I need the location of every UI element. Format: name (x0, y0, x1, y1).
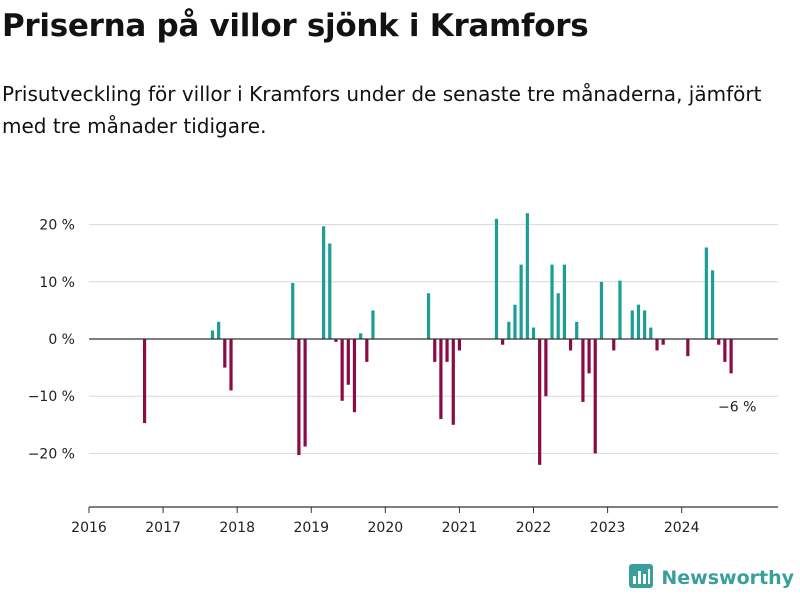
bar (494, 218, 499, 339)
bar (365, 339, 369, 362)
bar (550, 264, 554, 339)
bar (291, 282, 295, 339)
bar (297, 339, 301, 456)
bar (501, 339, 505, 345)
bar (636, 304, 641, 339)
bar (352, 339, 357, 413)
bar-series (142, 213, 733, 465)
bar (643, 310, 647, 339)
bar (649, 327, 653, 339)
x-tick-label: 2018 (219, 520, 255, 536)
bar (612, 339, 616, 351)
bar (426, 293, 431, 339)
bar (599, 281, 604, 339)
bar (328, 243, 332, 339)
bar (655, 339, 659, 351)
bar (723, 339, 727, 362)
bar (710, 270, 715, 339)
bar (229, 339, 233, 391)
bar (618, 280, 622, 339)
brand-label: Newsworthy (661, 567, 794, 589)
chart-title: Priserna på villor sjönk i Kramfors (2, 8, 589, 44)
bar (717, 339, 721, 345)
axes (88, 338, 778, 513)
last-value-annotation: −6 % (718, 399, 756, 415)
bar (433, 339, 437, 362)
bar (303, 339, 307, 447)
bar (729, 339, 733, 374)
bar-chart: −20 % −10 % 0 % 10 % 20 % 2016 2017 2018 2019 202… (28, 213, 778, 536)
bar (575, 321, 579, 339)
x-tick-label: 2016 (71, 520, 107, 536)
bar (217, 321, 221, 339)
bar (359, 333, 363, 339)
bar (531, 327, 536, 339)
bar (519, 264, 523, 339)
y-tick-label: 0 % (48, 332, 75, 348)
x-tick-label: 2022 (516, 520, 552, 536)
x-tick-label: 2020 (368, 520, 404, 536)
bar (587, 339, 591, 374)
newsworthy-brand[interactable]: Newsworthy (629, 564, 794, 592)
bar (439, 339, 443, 420)
x-tick-label: 2024 (664, 520, 700, 536)
bar (538, 339, 542, 465)
bar (457, 339, 462, 351)
bar (451, 339, 455, 425)
newsworthy-logo-icon (629, 564, 654, 592)
y-tick-label: 20 % (39, 218, 75, 234)
x-tick-label: 2017 (145, 520, 181, 536)
bar (661, 339, 665, 345)
bar (593, 339, 597, 454)
y-tick-label: −20 % (28, 446, 75, 462)
bar (556, 293, 560, 339)
bar (334, 339, 338, 342)
bar (513, 304, 517, 339)
bar (142, 339, 147, 424)
y-tick-label: 10 % (39, 275, 75, 291)
bar (371, 310, 375, 339)
tick-labels: −20 % −10 % 0 % 10 % 20 % 2016 2017 2018 2019 202… (28, 218, 757, 536)
x-tick-label: 2019 (293, 520, 329, 536)
chart-subtitle: Prisutveckling för villor i Kramfors und… (2, 82, 762, 138)
bar (525, 213, 529, 339)
x-tick-label: 2021 (442, 520, 478, 536)
bar (322, 226, 326, 339)
bar (568, 339, 573, 351)
bar (544, 339, 548, 397)
bar (223, 339, 227, 368)
bar (507, 321, 511, 339)
bar (562, 264, 567, 339)
bar (210, 330, 215, 339)
bar (686, 339, 690, 357)
bar (346, 339, 350, 385)
bar (581, 339, 585, 402)
y-tick-label: −10 % (28, 389, 75, 405)
bar (704, 247, 708, 339)
gridlines (89, 224, 778, 454)
bar (340, 339, 344, 401)
x-tick-label: 2023 (590, 520, 626, 536)
bar (445, 339, 449, 362)
bar (630, 310, 634, 339)
